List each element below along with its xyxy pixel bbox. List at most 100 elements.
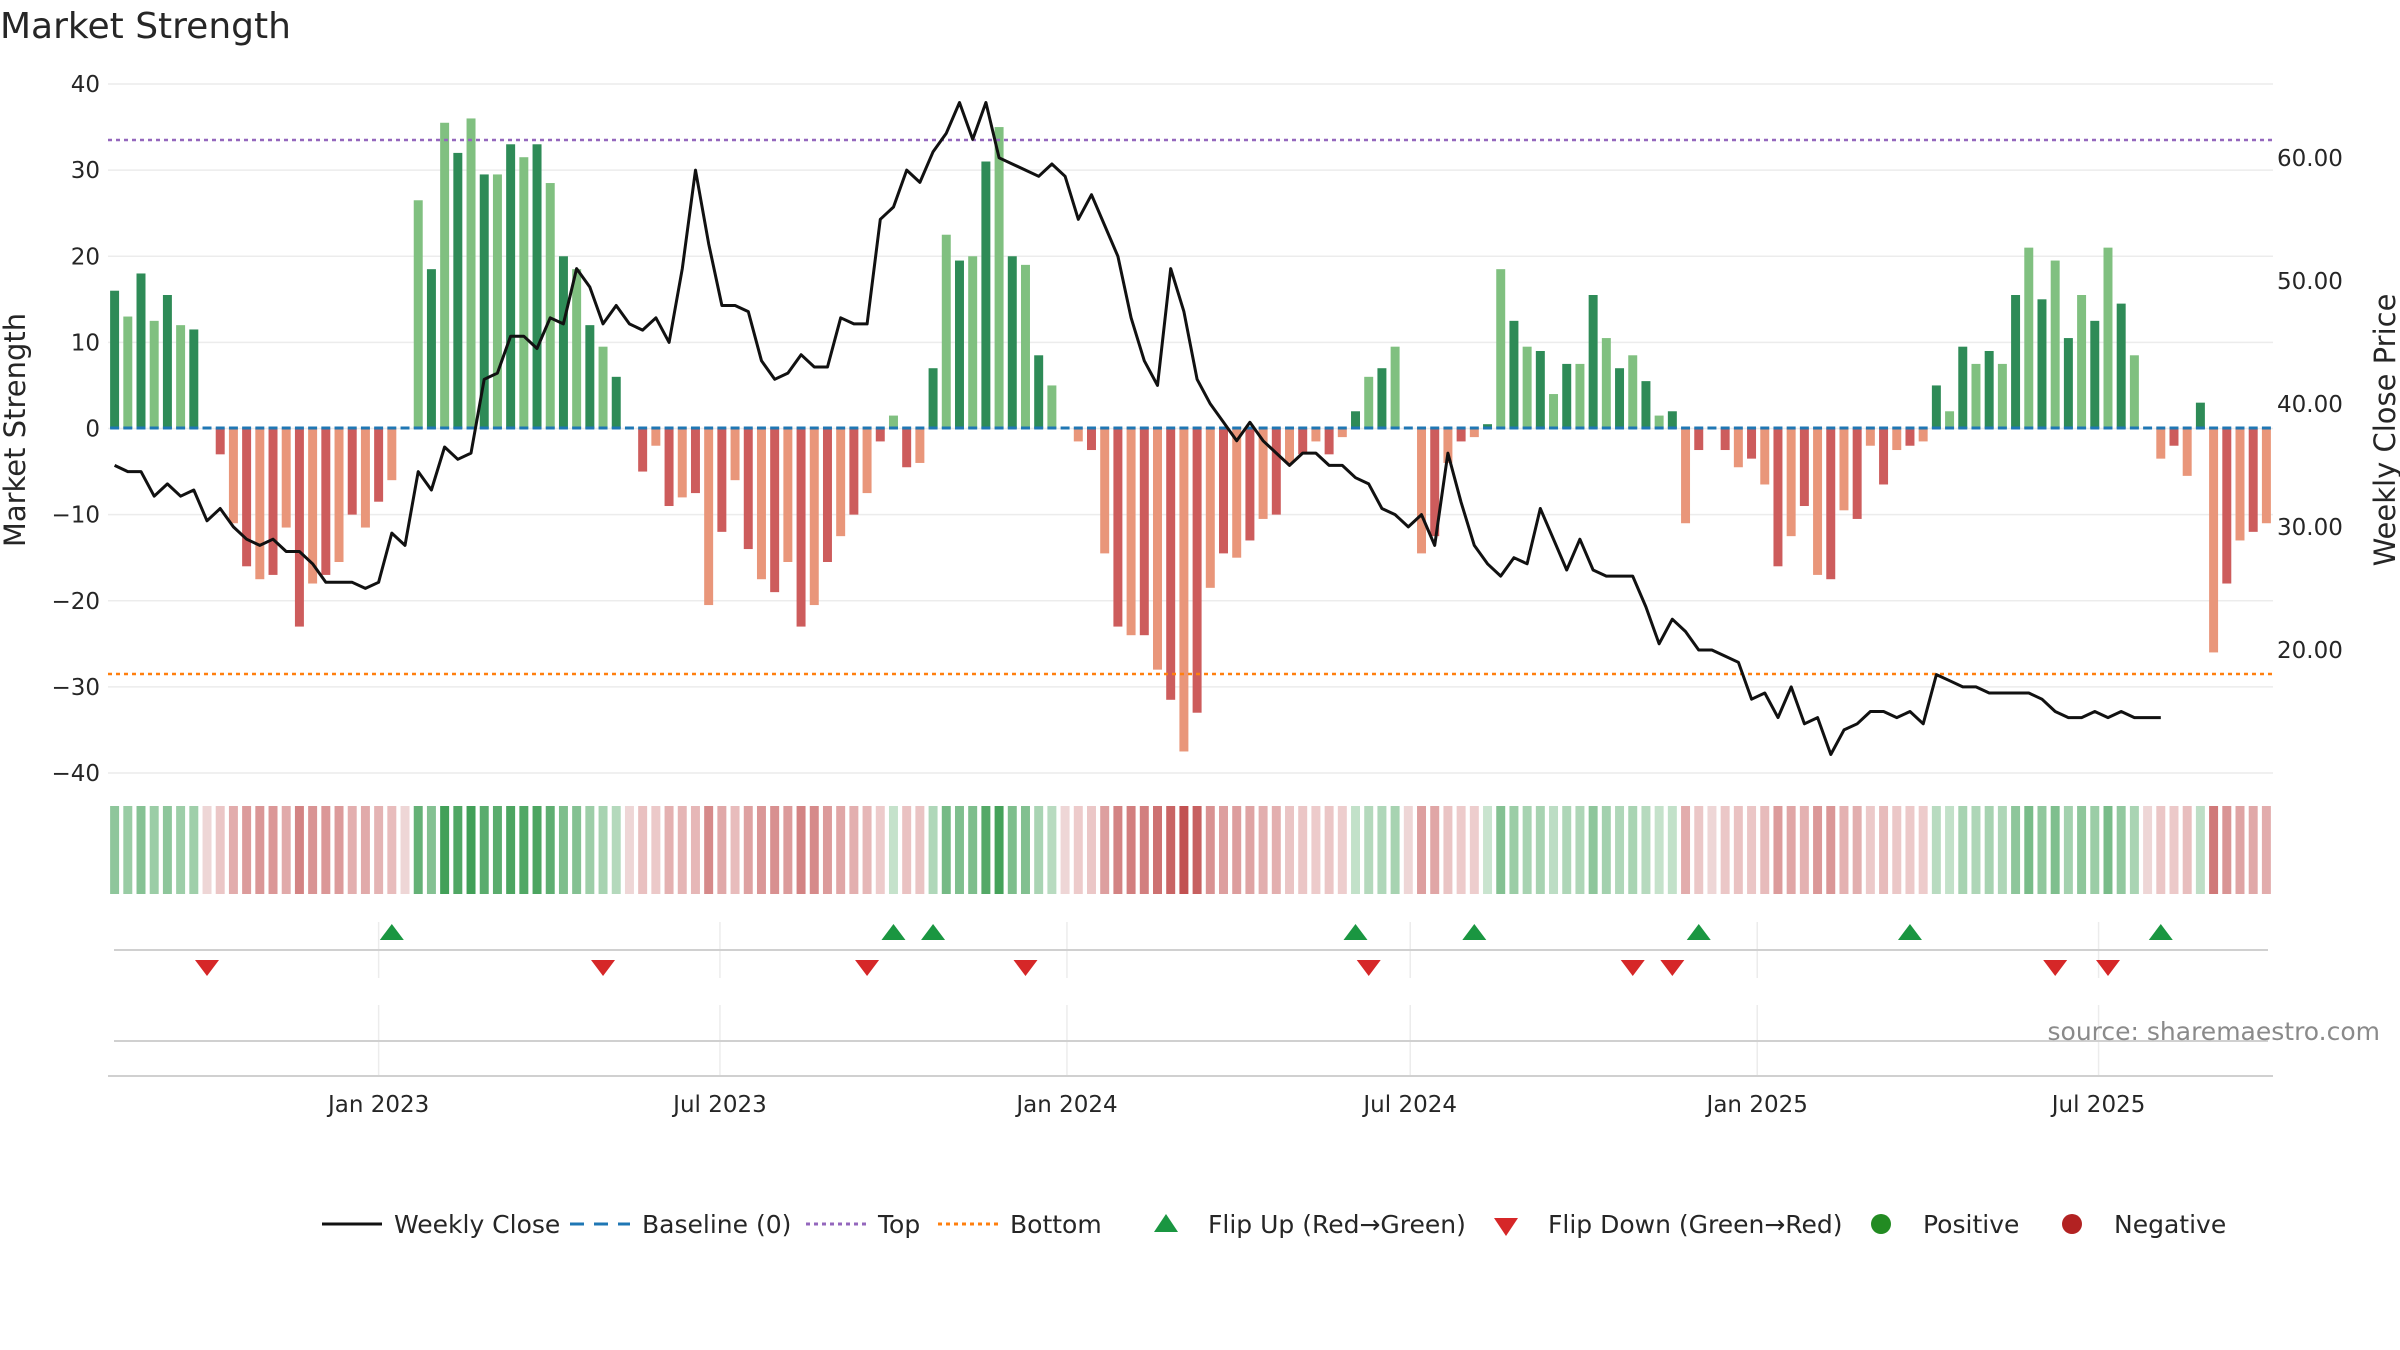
x-tick-label: Jan 2024: [1014, 1092, 1117, 1118]
baseline-dash: [426, 426, 436, 430]
baseline-dash: [1139, 426, 1149, 430]
heat-cell: [1469, 806, 1479, 894]
heat-cell: [954, 806, 964, 894]
x-axis-ticks: Jan 2023 Jul 2023 Jan 2024 Jul 2024 Jan 2025…: [108, 1075, 2273, 1118]
heat-cell: [1826, 806, 1836, 894]
baseline-dash: [532, 426, 542, 430]
strength-bar: [1786, 428, 1796, 537]
baseline-dash: [1087, 426, 1096, 430]
strength-bar: [2222, 428, 2232, 584]
flip-up-marker: [1897, 924, 1922, 940]
baseline-dash: [1285, 426, 1294, 430]
heat-cell: [1139, 806, 1149, 894]
strength-bar: [360, 428, 370, 528]
baseline-dash: [704, 426, 714, 430]
strength-bar: [426, 269, 436, 429]
baseline-dash: [1562, 426, 1572, 430]
legend-positive-swatch: [1871, 1214, 1891, 1234]
baseline-dash: [2156, 426, 2166, 430]
legend-item: Weekly Close: [322, 1210, 560, 1239]
weekly-close-line: [113, 101, 2161, 756]
heat-cell: [928, 806, 938, 894]
strength-bar: [2024, 247, 2034, 429]
baseline-dash: [2103, 426, 2113, 430]
baseline-dash: [1443, 426, 1453, 430]
strength-bar: [1918, 428, 1928, 442]
heat-cell: [1456, 806, 1466, 894]
baseline-dash: [1351, 426, 1361, 430]
legend: Weekly Close Baseline (0) Top Bottom Flip Up…: [322, 1210, 2226, 1239]
strength-bar: [162, 295, 172, 429]
strength-bar: [651, 428, 661, 446]
heat-cell: [1298, 806, 1308, 894]
strength-bar: [374, 428, 384, 502]
heat-cell: [2182, 806, 2192, 894]
baseline-dash: [1192, 426, 1202, 430]
heat-cell: [1007, 806, 1017, 894]
heat-cell: [2169, 806, 2179, 894]
strength-bar: [413, 200, 423, 429]
baseline-dash: [545, 426, 555, 430]
heat-cell: [1087, 806, 1096, 894]
strength-bar: [1496, 269, 1506, 429]
heat-cell: [809, 806, 819, 894]
heat-cell: [664, 806, 674, 894]
strength-bar: [1258, 428, 1268, 519]
heat-cell: [624, 806, 634, 894]
strength-bar: [717, 428, 727, 532]
baseline-dash: [1509, 426, 1519, 430]
strength-bar: [862, 428, 872, 494]
baseline-dash: [717, 426, 727, 430]
baseline-dash: [1694, 426, 1704, 430]
x-tick-label: Jul 2023: [671, 1092, 767, 1118]
baseline-dash: [294, 426, 304, 430]
y-tick-label: 10: [71, 330, 100, 356]
strength-bar: [796, 428, 806, 627]
heat-cell: [770, 806, 780, 894]
strength-bar: [558, 256, 568, 429]
heat-cell: [690, 806, 700, 894]
baseline-dash: [1813, 426, 1823, 430]
strength-bar: [387, 428, 397, 481]
strength-bar: [492, 174, 502, 429]
strength-bar: [1984, 350, 1994, 429]
baseline-dash: [743, 426, 753, 430]
baseline-dash: [1892, 426, 1902, 430]
baseline-dash: [902, 426, 912, 430]
strength-bar: [941, 234, 951, 429]
baseline-dash: [1205, 426, 1215, 430]
heat-cell: [2077, 806, 2087, 894]
heat-cell: [1720, 806, 1730, 894]
legend-label: Flip Down (Green→Red): [1548, 1210, 1843, 1239]
heat-cell: [387, 806, 397, 894]
strength-bar: [1417, 428, 1427, 554]
y-tick-label: 30: [71, 158, 100, 184]
strength-bar: [849, 428, 859, 515]
heat-cell: [2235, 806, 2245, 894]
heat-cell: [176, 806, 186, 894]
strength-bar: [453, 152, 463, 429]
heat-cell: [1997, 806, 2007, 894]
strength-bar: [1839, 428, 1849, 511]
strength-bar: [2116, 303, 2126, 429]
strength-bar: [189, 329, 199, 429]
heat-cell: [149, 806, 159, 894]
strength-bar: [2143, 426, 2153, 430]
baseline-dash: [2261, 426, 2271, 430]
baseline-dash: [1456, 426, 1466, 430]
heat-cell: [215, 806, 225, 894]
baseline-dash: [2050, 426, 2060, 430]
heat-cell: [506, 806, 516, 894]
heat-cell: [915, 806, 925, 894]
strength-bar: [1483, 424, 1493, 429]
heat-cell: [1113, 806, 1123, 894]
strength-bar: [1707, 426, 1717, 430]
flip-down-marker: [2095, 960, 2120, 976]
strength-bar: [994, 127, 1004, 429]
y-tick-label: −20: [51, 589, 100, 615]
baseline-dash: [994, 426, 1004, 430]
heat-cell: [1100, 806, 1110, 894]
heat-cell: [1733, 806, 1743, 894]
baseline-dash: [2222, 426, 2232, 430]
heat-cell: [268, 806, 278, 894]
